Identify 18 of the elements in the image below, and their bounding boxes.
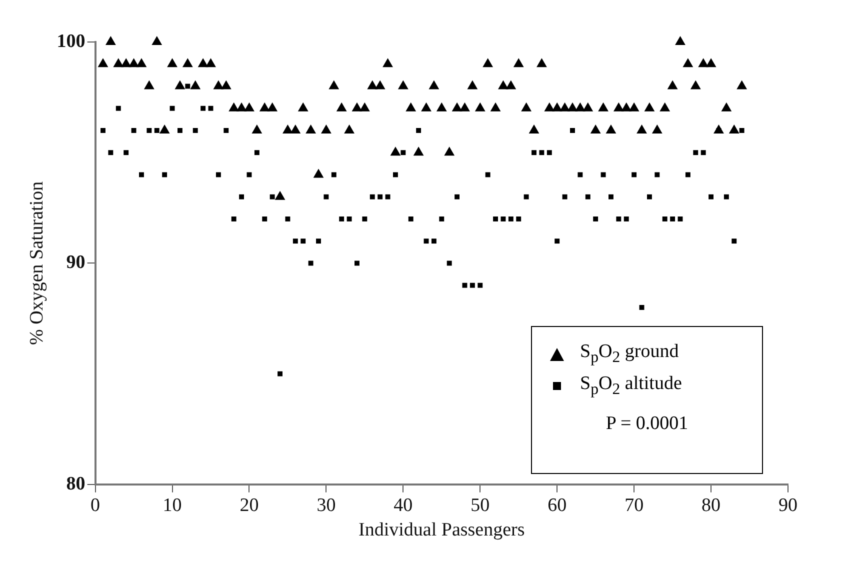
y-axis-title: % Oxygen Saturation xyxy=(26,180,48,345)
x-tick-label: 10 xyxy=(162,494,182,516)
x-tick-label: 90 xyxy=(778,494,798,516)
legend-label: S$_{p}$O$_{2}$ altitude xyxy=(580,373,682,399)
x-tick-label: 50 xyxy=(470,494,490,516)
x-tick-label: 0 xyxy=(90,494,100,516)
y-tick-label: 100 xyxy=(56,30,86,52)
x-tick-label: 30 xyxy=(316,494,336,516)
y-tick-label: 80 xyxy=(66,473,86,494)
legend-label: S$_{p}$O$_{2}$ ground xyxy=(580,341,679,368)
x-tick-label: 60 xyxy=(548,494,567,516)
y-tick-label: 90 xyxy=(66,252,86,274)
x-axis-title: Individual Passengers xyxy=(358,520,525,541)
x-tick-label: 80 xyxy=(702,494,721,516)
annotation: P = 0.0001 xyxy=(604,412,690,435)
x-tick-label: 40 xyxy=(394,494,413,516)
x-tick-label: 70 xyxy=(624,494,644,516)
x-tick-label: 20 xyxy=(240,494,259,516)
